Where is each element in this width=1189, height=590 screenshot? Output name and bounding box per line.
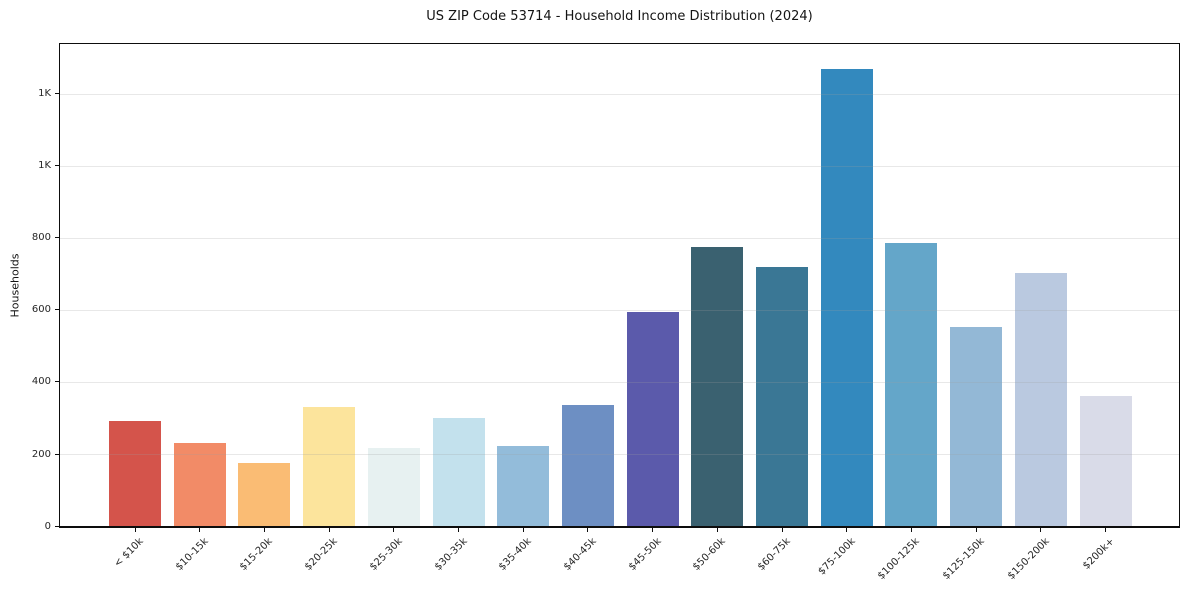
x-tick-label: $10-15k xyxy=(173,536,211,573)
x-tick-label: $150-200k xyxy=(1005,536,1052,582)
y-tick-label: 400 xyxy=(31,376,51,388)
y-tick-label: 800 xyxy=(31,232,51,244)
gridline-1000 xyxy=(60,165,1179,167)
x-tick-mark xyxy=(716,528,718,532)
y-tick-mark xyxy=(55,237,59,239)
x-tick-label: $50-60k xyxy=(691,536,729,573)
y-tick-label: 0 xyxy=(44,520,51,532)
y-tick-mark xyxy=(55,525,59,527)
x-tick-mark xyxy=(522,528,524,532)
x-tick-mark xyxy=(587,528,589,532)
x-tick-label: $40-45k xyxy=(561,536,599,573)
gridline-400 xyxy=(60,381,1179,383)
x-tick-label: $125-150k xyxy=(940,536,987,582)
gridline-200 xyxy=(60,454,1179,455)
x-tick-label: $25-30k xyxy=(367,536,405,573)
x-tick-label: $45-50k xyxy=(626,536,664,573)
x-tick-label: $200k+ xyxy=(1080,536,1117,572)
bar-200k xyxy=(1079,396,1132,526)
x-tick-mark xyxy=(328,528,330,532)
y-tick-mark xyxy=(55,453,59,455)
bar-25-30k xyxy=(367,448,420,526)
x-tick-mark xyxy=(458,528,459,532)
x-tick-mark xyxy=(1105,528,1106,532)
x-tick-mark xyxy=(393,528,395,532)
x-tick-label: $75-100k xyxy=(816,536,858,578)
x-tick-mark xyxy=(910,528,912,532)
x-tick-mark xyxy=(781,528,783,532)
gridline-600 xyxy=(60,309,1179,311)
y-axis-label: Households xyxy=(8,253,22,318)
x-tick-mark xyxy=(975,528,977,532)
bar-20-25k xyxy=(303,407,356,526)
bar-125-150k xyxy=(950,327,1003,526)
x-tick-mark xyxy=(134,528,136,532)
plot-area xyxy=(59,43,1180,528)
x-tick-label: $20-25k xyxy=(302,536,340,573)
x-tick-label: $60-75k xyxy=(755,536,793,573)
bar-100-125k xyxy=(885,242,938,526)
y-tick-label: 1K xyxy=(38,88,51,100)
x-tick-mark xyxy=(652,528,654,532)
bar-75-100k xyxy=(820,69,873,526)
x-tick-mark xyxy=(1040,528,1042,532)
y-tick-mark xyxy=(55,381,59,383)
x-tick-mark xyxy=(263,528,265,532)
x-tick-label: < $10k xyxy=(112,536,146,570)
bar-10-15k xyxy=(173,443,226,526)
x-tick-label: $30-35k xyxy=(432,536,470,573)
x-tick-label: $35-40k xyxy=(497,536,534,573)
x-tick-label: $15-20k xyxy=(238,536,276,573)
bar-30-35k xyxy=(432,417,485,526)
chart-title: US ZIP Code 53714 - Household Income Dis… xyxy=(426,9,813,24)
x-tick-label: $100-125k xyxy=(876,536,923,582)
bar-45-50k xyxy=(626,311,679,526)
gridline-1200 xyxy=(60,93,1179,95)
bar-40-45k xyxy=(561,405,614,526)
y-tick-mark xyxy=(55,165,59,167)
bar-15-20k xyxy=(238,463,291,526)
bar-10k xyxy=(109,420,161,526)
y-tick-label: 200 xyxy=(31,448,51,460)
bar-35-40k xyxy=(497,445,550,526)
y-tick-mark xyxy=(55,309,59,311)
bar-60-75k xyxy=(756,266,808,526)
gridline-800 xyxy=(60,237,1179,239)
x-tick-mark xyxy=(199,528,201,532)
bar-50-60k xyxy=(691,246,744,526)
y-tick-mark xyxy=(55,93,59,95)
y-tick-label: 600 xyxy=(31,304,51,316)
bar-150-200k xyxy=(1014,272,1067,526)
x-tick-mark xyxy=(846,528,848,532)
y-tick-label: 1K xyxy=(38,160,51,172)
